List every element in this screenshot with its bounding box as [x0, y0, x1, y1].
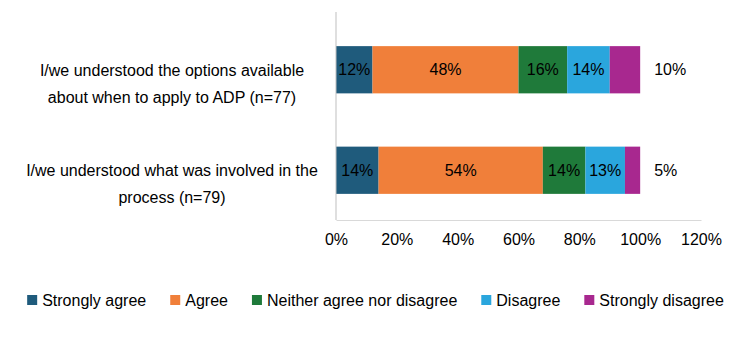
- bar-segment: [625, 147, 640, 194]
- bar-segment: [543, 147, 586, 194]
- value-axis: 0% 20% 40% 60% 80% 100% 120%: [325, 220, 722, 248]
- tick: 20%: [381, 220, 413, 248]
- tick-label: 100%: [620, 231, 661, 248]
- bar-segment: [336, 46, 373, 93]
- bar-segment: [336, 147, 379, 194]
- bar-segment: [585, 147, 625, 194]
- legend-swatch: [252, 295, 262, 305]
- data-label: 14%: [572, 61, 604, 78]
- tick-label: 60%: [503, 231, 535, 248]
- legend: Strongly agree Agree Neither agree nor dis…: [27, 292, 724, 309]
- legend-item: Neither agree nor disagree: [252, 292, 457, 309]
- data-label: 10%: [654, 61, 686, 78]
- legend-label: Disagree: [496, 292, 560, 309]
- legend-swatch: [481, 295, 491, 305]
- legend-item: Disagree: [481, 292, 560, 309]
- legend-item: Strongly agree: [27, 292, 146, 309]
- bar-segment: [567, 46, 610, 93]
- data-labels: 12% 14% 48% 54% 16% 14% 14% 13% 10% 5%: [338, 61, 686, 179]
- axis-line: [337, 220, 702, 221]
- data-label: 14%: [341, 162, 373, 179]
- bar-segment: [379, 147, 543, 194]
- category-label-line: about when to apply to ADP (n=77): [48, 89, 296, 106]
- legend-label: Strongly disagree: [599, 292, 724, 309]
- legend-item: Agree: [170, 292, 228, 309]
- data-label: 5%: [654, 162, 677, 179]
- bar-segment: [519, 46, 568, 93]
- category-label: I/we understood what was involved in the…: [26, 162, 318, 206]
- data-label: 48%: [429, 61, 461, 78]
- chart: 12% 14% 48% 54% 16% 14% 14% 13% 10% 5% I/we unders…: [0, 0, 751, 361]
- category-axis: [336, 12, 337, 220]
- tick-label: 40%: [442, 231, 474, 248]
- bar-segment: [610, 46, 640, 93]
- tick: 100%: [620, 220, 661, 248]
- tick-label: 80%: [564, 231, 596, 248]
- data-label: 12%: [338, 61, 370, 78]
- tick: 0%: [325, 220, 348, 248]
- legend-item: Strongly disagree: [584, 292, 724, 309]
- bar-segment: [373, 46, 519, 93]
- category-labels: I/we understood the options available abo…: [26, 62, 318, 207]
- category-label-line: I/we understood the options available: [40, 62, 304, 79]
- category-label-line: I/we understood what was involved in the: [26, 162, 318, 179]
- bars: [336, 46, 640, 194]
- legend-swatch: [27, 295, 37, 305]
- data-label: 16%: [527, 61, 559, 78]
- data-label: 54%: [445, 162, 477, 179]
- tick-label: 120%: [681, 231, 722, 248]
- legend-label: Agree: [185, 292, 228, 309]
- data-label: 13%: [589, 162, 621, 179]
- legend-label: Neither agree nor disagree: [267, 292, 457, 309]
- legend-label: Strongly agree: [42, 292, 146, 309]
- tick: 120%: [681, 220, 722, 248]
- tick: 40%: [442, 220, 474, 248]
- axis-line: [336, 12, 337, 220]
- tick-label: 0%: [325, 231, 348, 248]
- tick: 80%: [564, 220, 596, 248]
- tick-label: 20%: [381, 231, 413, 248]
- category-label-line: process (n=79): [118, 189, 225, 206]
- data-label: 14%: [548, 162, 580, 179]
- category-label: I/we understood the options available abo…: [40, 62, 304, 106]
- legend-swatch: [170, 295, 180, 305]
- legend-swatch: [584, 295, 594, 305]
- tick: 60%: [503, 220, 535, 248]
